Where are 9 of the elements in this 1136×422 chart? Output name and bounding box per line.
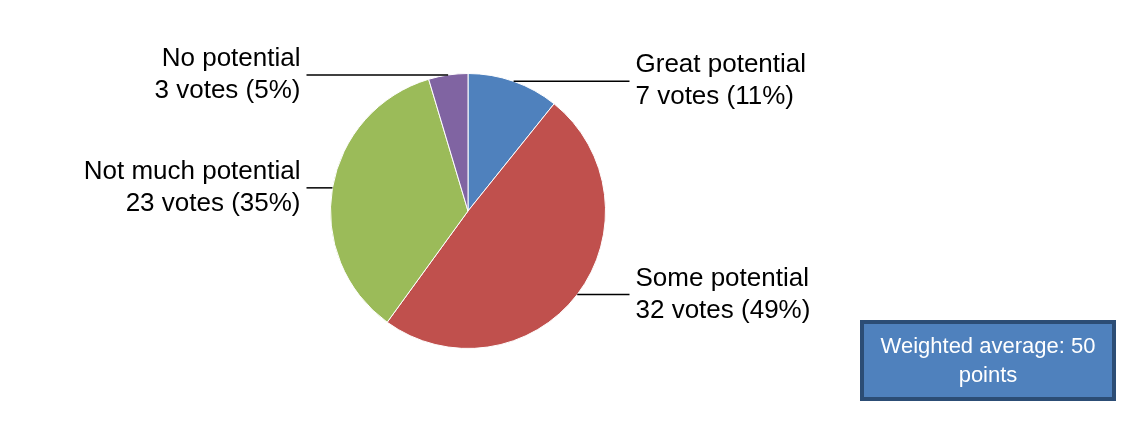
slice-label: Great potential xyxy=(635,48,807,79)
slice-label: No potential xyxy=(161,42,301,73)
data-label: 3 votes (5%) xyxy=(154,74,301,105)
slice-label: Some potential xyxy=(635,261,809,292)
data-label: 23 votes (35%) xyxy=(125,187,301,218)
slice-label: Not much potential xyxy=(83,155,301,186)
data-label: 32 votes (49%) xyxy=(635,293,811,324)
data-label: 7 votes (11%) xyxy=(635,80,794,111)
text: Weighted average: 50 points xyxy=(860,320,1116,402)
